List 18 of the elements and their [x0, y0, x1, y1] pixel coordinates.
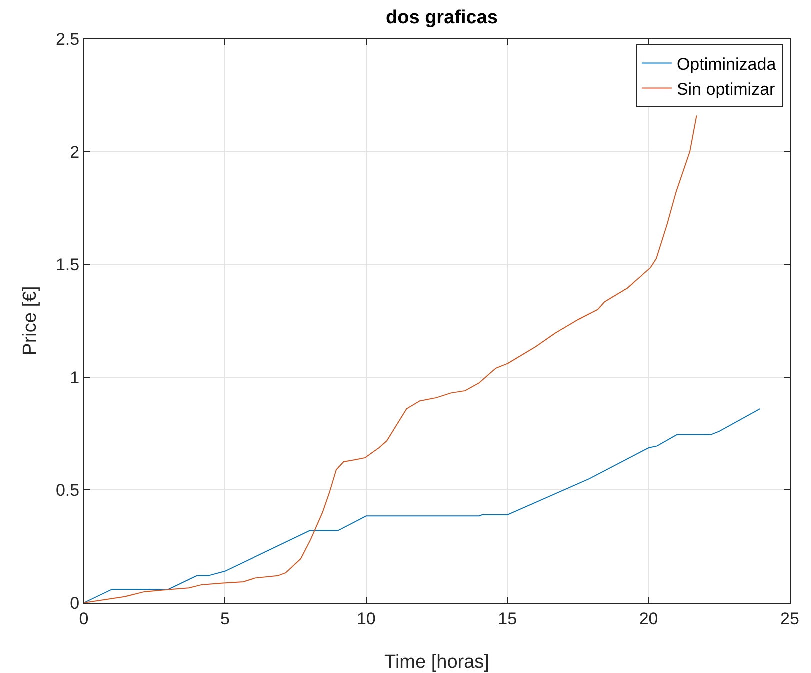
x-tick-label: 20: [639, 609, 658, 628]
y-tick-label: 0.5: [56, 481, 80, 500]
x-tick-label: 15: [498, 609, 518, 628]
x-axis-title: Time [horas]: [384, 652, 490, 673]
legend-label: Sin optimizar: [676, 80, 776, 99]
y-tick-label: 1.5: [56, 256, 80, 275]
line-series: [84, 115, 698, 603]
y-axis-title: Price [€]: [20, 286, 41, 356]
legend-label: Optiminizada: [676, 54, 777, 74]
x-tick-label: 25: [780, 609, 800, 628]
y-tick-label: 0: [70, 594, 80, 613]
x-tick-label: 5: [220, 609, 230, 628]
x-tick-label: 10: [356, 609, 376, 628]
chart-title: dos graficas: [386, 7, 498, 28]
y-tick-label: 2: [70, 142, 80, 162]
y-tick-label: 1: [70, 368, 80, 388]
line-series: [84, 408, 761, 603]
y-tick-label: 2.5: [56, 30, 80, 49]
